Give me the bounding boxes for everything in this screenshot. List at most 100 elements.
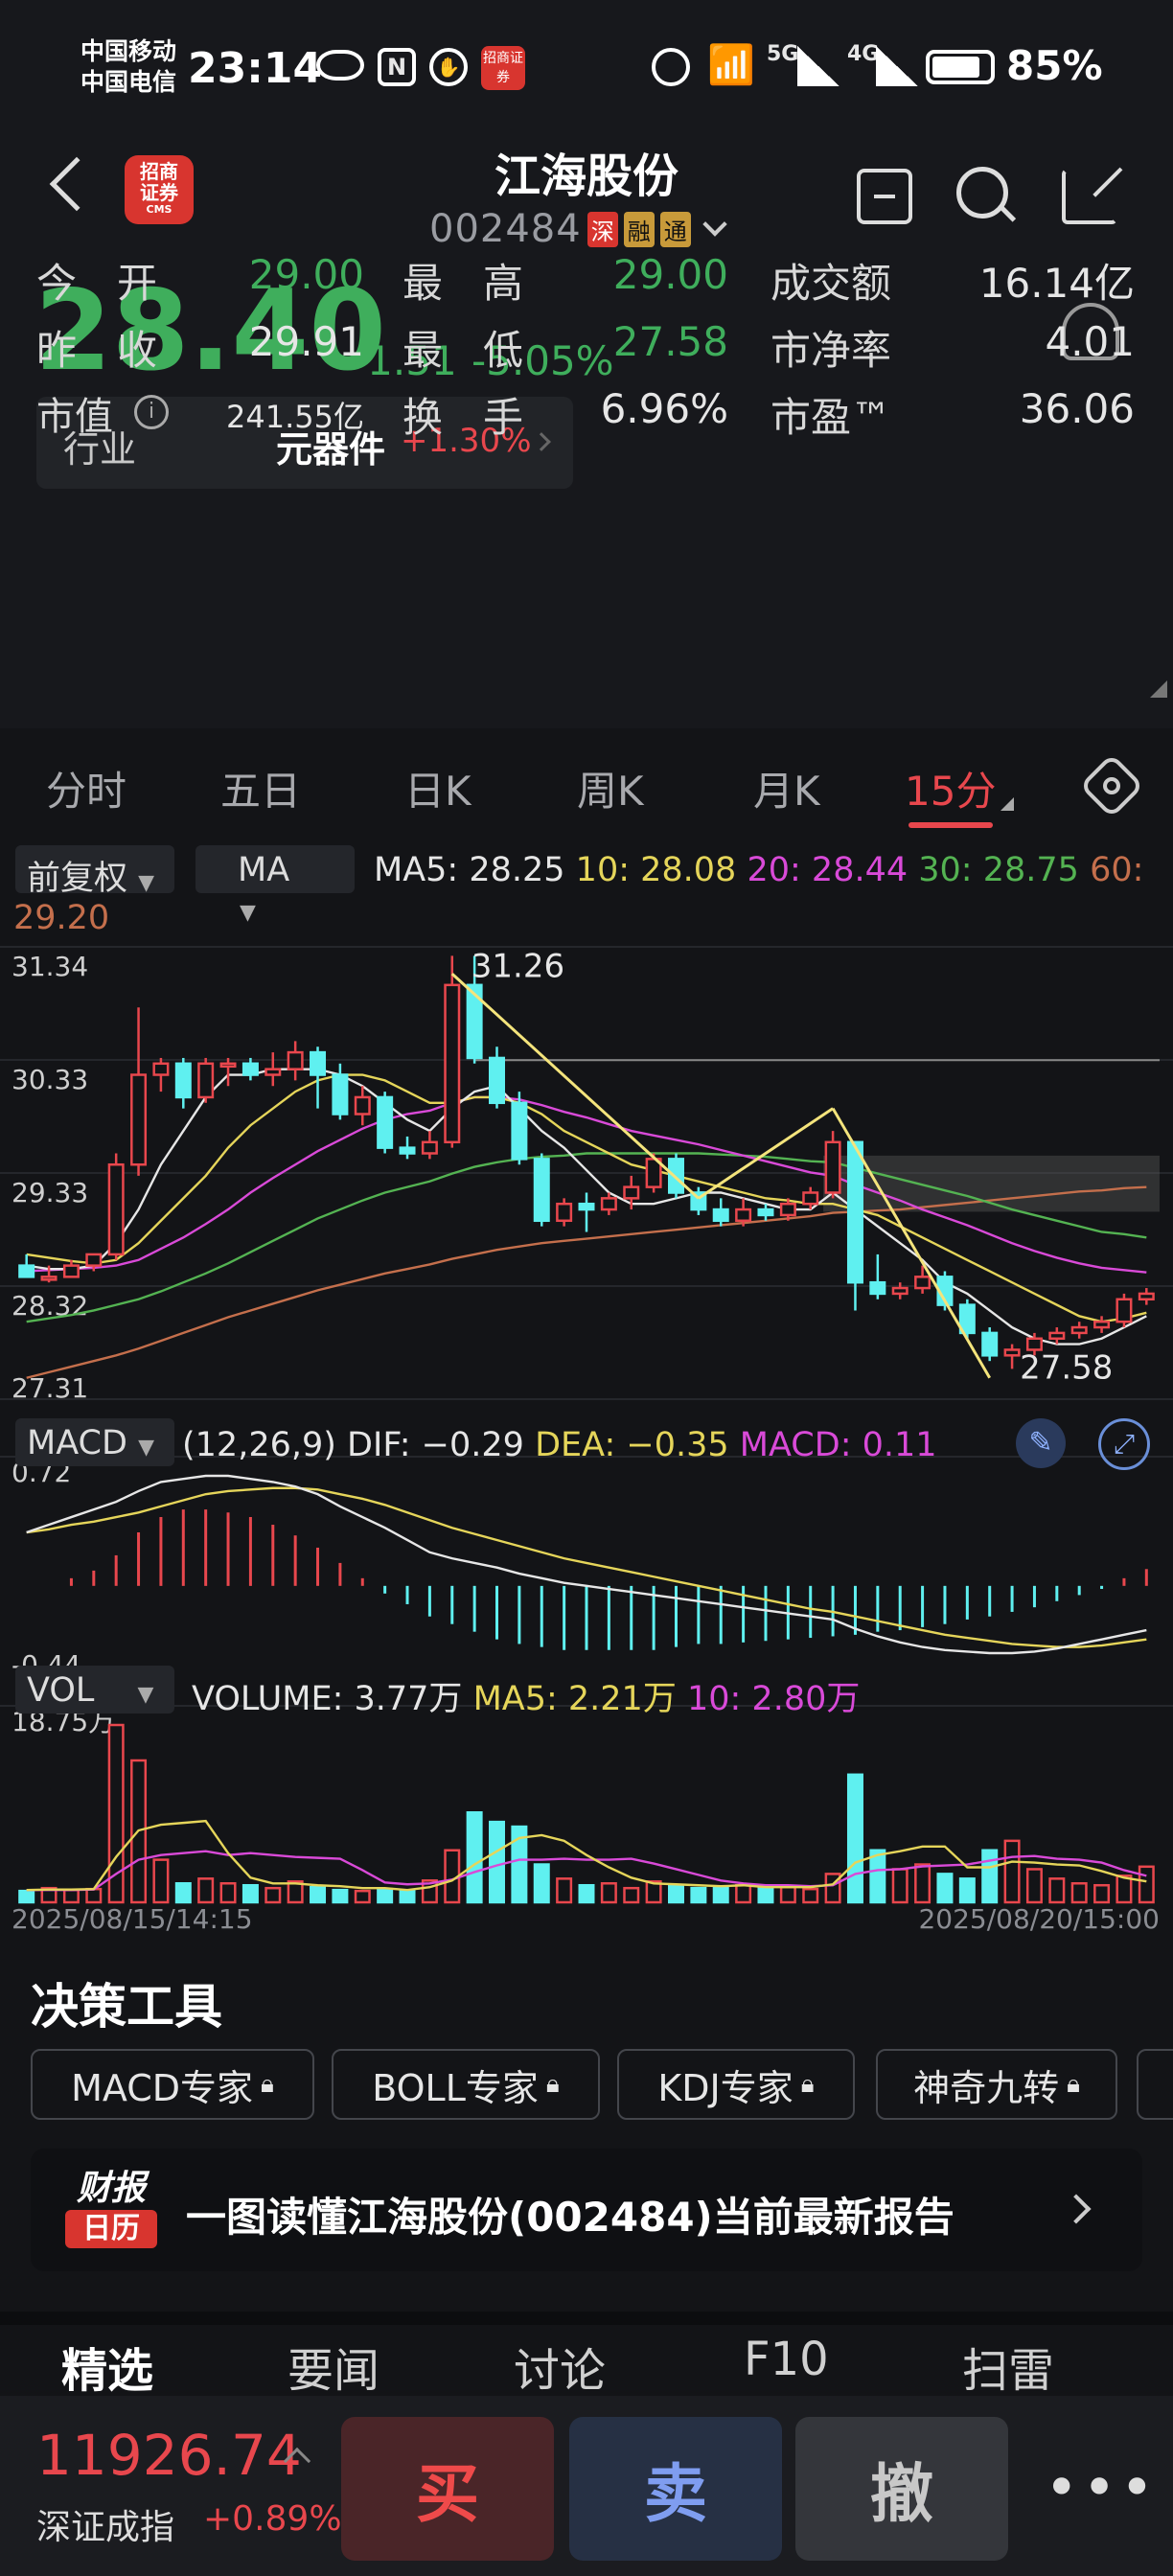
volume-bar	[667, 1883, 684, 1904]
tag-rong: 融	[623, 211, 655, 247]
tab-period-3[interactable]: 周K	[577, 768, 644, 815]
signal-5g-label: 5G	[767, 42, 799, 66]
volume-bar	[533, 1863, 550, 1904]
more-icon[interactable]: •••	[1045, 2454, 1159, 2521]
tab-period-4[interactable]: 月K	[753, 768, 820, 815]
volume-bar	[556, 1877, 573, 1904]
tool-nine-turn-button[interactable]: 神奇九转 🔒︎	[876, 2049, 1117, 2120]
candle-body	[287, 1050, 304, 1070]
industry-label: 行业	[63, 428, 137, 471]
news-tab-2[interactable]: 讨论	[514, 2344, 607, 2398]
lock-icon: 🔒︎	[545, 2069, 560, 2099]
macd-select[interactable]: MACD ▼	[15, 1418, 174, 1466]
stat-label: 换 手	[402, 394, 524, 441]
stat-label: 成交额	[770, 260, 892, 307]
news-tab-0[interactable]: 精选	[61, 2344, 154, 2398]
signal-4g-label: 4G	[847, 42, 880, 66]
ma60-value: 29.20	[13, 899, 110, 937]
clock: 23:14	[188, 44, 323, 93]
stock-code-row[interactable]: 002484 深 融 通	[429, 207, 727, 251]
candle-body	[1093, 1320, 1111, 1329]
volume-bar	[399, 1889, 416, 1904]
search-icon[interactable]	[956, 167, 1017, 222]
carrier-2: 中国电信	[80, 68, 177, 96]
volume-bar	[958, 1877, 976, 1904]
candle-body	[600, 1197, 617, 1211]
nfc-icon: N	[378, 48, 416, 86]
adjust-select[interactable]: 前复权 ▼	[15, 845, 174, 898]
candle-body	[735, 1208, 752, 1223]
cancel-order-button[interactable]: 撤	[795, 2417, 1008, 2561]
tool-more-button[interactable]	[1137, 2049, 1173, 2120]
app-badge-icon: 招商证券	[481, 46, 525, 90]
status-bar: 中国移动 中国电信 23:14 N ✋ 招商证券 📶 5G 4G 85%	[0, 0, 1173, 134]
y-tick-label: 31.34	[12, 951, 88, 982]
candle-body	[219, 1062, 237, 1069]
report-banner[interactable]: 财报 日历 一图读懂江海股份(002484)当前最新报告	[31, 2149, 1142, 2271]
candle-body	[757, 1208, 774, 1217]
back-icon[interactable]	[49, 156, 104, 212]
sell-button[interactable]: 卖	[569, 2417, 782, 2561]
stat-value: 36.06	[1019, 385, 1135, 432]
news-tab-4[interactable]: 扫雷	[962, 2344, 1055, 2398]
volume-bar	[264, 1886, 282, 1904]
kline-chart[interactable]: 31.3430.3329.3328.3227.3131.2627.580.72-…	[0, 939, 1173, 1936]
tool-kdj-button[interactable]: KDJ专家 🔒︎	[617, 2049, 855, 2120]
industry-row[interactable]: 行业 元器件 +1.30%	[36, 397, 573, 489]
stock-name: 江海股份	[494, 150, 678, 203]
volume-bar	[891, 1868, 908, 1904]
eye-icon	[316, 50, 364, 80]
price-alert-icon[interactable]	[1062, 303, 1119, 360]
y-tick-label: 28.32	[12, 1290, 88, 1322]
candle-body	[489, 1056, 506, 1105]
news-tab-3[interactable]: F10	[744, 2333, 829, 2386]
high-price-label: 31.26	[472, 947, 564, 985]
volume-bar	[40, 1886, 58, 1904]
info-icon[interactable]: i	[134, 395, 169, 429]
tag-tong: 通	[659, 211, 691, 247]
expand-icon[interactable]: ⤢	[1098, 1418, 1150, 1470]
minimize-icon[interactable]	[857, 169, 912, 224]
news-tab-1[interactable]: 要闻	[288, 2344, 380, 2398]
candle-body	[354, 1095, 371, 1116]
indicator-select[interactable]: MA ▼	[196, 845, 355, 925]
volume-bar	[511, 1825, 528, 1904]
index-pct: +0.89%	[203, 2499, 342, 2539]
candle-body	[1070, 1325, 1088, 1335]
trend-arrow	[698, 1107, 834, 1200]
candle-body	[264, 1068, 282, 1076]
chevron-right-icon	[1061, 2194, 1092, 2224]
tool-macd-button[interactable]: MACD专家 🔒︎	[31, 2049, 314, 2120]
lock-icon: 🔒︎	[261, 2069, 274, 2099]
industry-pct: +1.30%	[401, 422, 532, 460]
x-start-label: 2025/08/15/14:15	[12, 1903, 253, 1935]
volume-bar	[152, 1858, 170, 1904]
buy-button[interactable]: 买	[341, 2417, 554, 2561]
volume-bar	[757, 1886, 774, 1904]
volume-bar	[779, 1885, 796, 1904]
collapse-corner-icon[interactable]	[1150, 680, 1167, 698]
vol-ma10-line	[26, 1850, 1147, 1892]
volume-bar	[287, 1880, 304, 1904]
candle-body	[623, 1185, 640, 1200]
pencil-icon[interactable]: ✎	[1016, 1418, 1066, 1468]
ma-line-ma20	[26, 1095, 1147, 1274]
volume-bar	[578, 1883, 595, 1904]
candle-body	[152, 1062, 170, 1076]
tab-period-2[interactable]: 日K	[404, 768, 472, 815]
stat-label: 最 低	[402, 327, 524, 374]
lock-icon: 🔒︎	[800, 2069, 815, 2099]
index-value[interactable]: 11926.74	[36, 2423, 302, 2488]
share-icon[interactable]	[1062, 167, 1123, 224]
triangle-icon	[1000, 797, 1014, 811]
candle-body	[130, 1073, 148, 1166]
candle-body	[242, 1062, 259, 1076]
tab-period-5[interactable]: 15分	[905, 768, 997, 815]
tab-period-0[interactable]: 分时	[46, 768, 127, 815]
vol-select[interactable]: VOL ▼	[15, 1666, 174, 1714]
volume-bar	[735, 1883, 752, 1904]
tab-period-1[interactable]: 五日	[220, 768, 302, 815]
volume-bar	[712, 1885, 729, 1904]
tool-boll-button[interactable]: BOLL专家 🔒︎	[332, 2049, 600, 2120]
y-tick-label: 27.31	[12, 1372, 88, 1404]
